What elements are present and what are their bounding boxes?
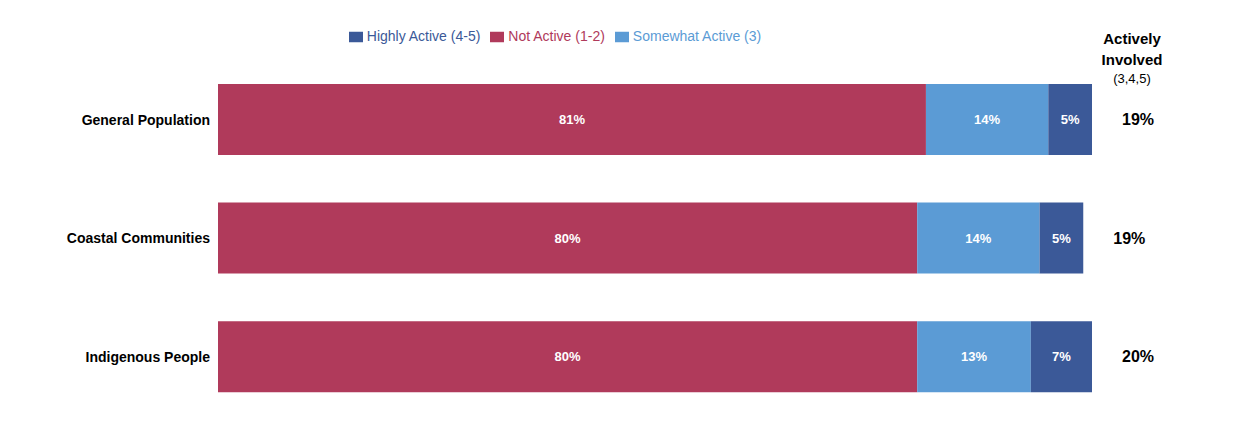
- html-text:Involved: Involved: [1101, 51, 1163, 68]
- svg-text:7%: 7%: [1052, 349, 1071, 364]
- svg-text:80%: 80%: [555, 349, 581, 364]
- html-text:(3,4,5): (3,4,5): [1113, 71, 1151, 86]
- html-text:Somewhat Active (3): Somewhat Active (3): [632, 28, 762, 44]
- svg-text:80%: 80%: [555, 231, 581, 246]
- svg-text:81%: 81%: [559, 112, 585, 127]
- html-text:Actively: Actively: [1103, 30, 1161, 47]
- svg-text:19%: 19%: [1113, 230, 1145, 247]
- svg-text:14%: 14%: [974, 112, 1000, 127]
- svg-text:5%: 5%: [1061, 112, 1080, 127]
- svg-text:13%: 13%: [961, 349, 987, 364]
- svg-text:19%: 19%: [1122, 111, 1154, 128]
- svg-text:14%: 14%: [965, 231, 991, 246]
- svg-text:20%: 20%: [1122, 348, 1154, 365]
- svg-text:General Population: General Population: [82, 112, 210, 128]
- html-text:Highly Active (4-5): Highly Active (4-5): [366, 28, 481, 44]
- svg-text:5%: 5%: [1052, 231, 1071, 246]
- svg-text:Coastal Communities: Coastal Communities: [67, 230, 210, 246]
- html-text:Not Active (1-2): Not Active (1-2): [508, 28, 605, 44]
- svg-text:Indigenous People: Indigenous People: [86, 349, 211, 365]
